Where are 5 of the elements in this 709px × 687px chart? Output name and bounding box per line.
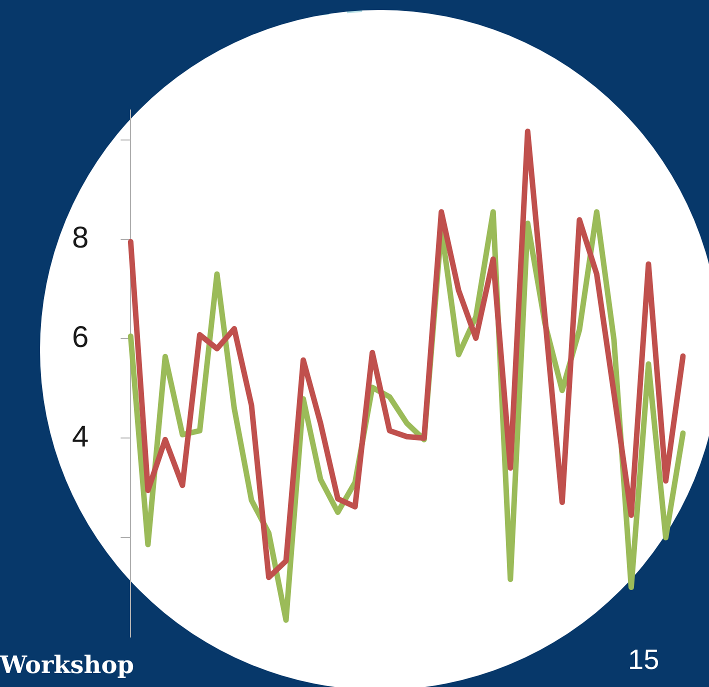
text: 15 <box>628 644 660 676</box>
y-tick-label: 6 <box>72 320 89 354</box>
text: Workshop <box>0 650 134 679</box>
y-tick-label: 4 <box>72 420 89 454</box>
y-tick-label: 8 <box>72 222 89 255</box>
